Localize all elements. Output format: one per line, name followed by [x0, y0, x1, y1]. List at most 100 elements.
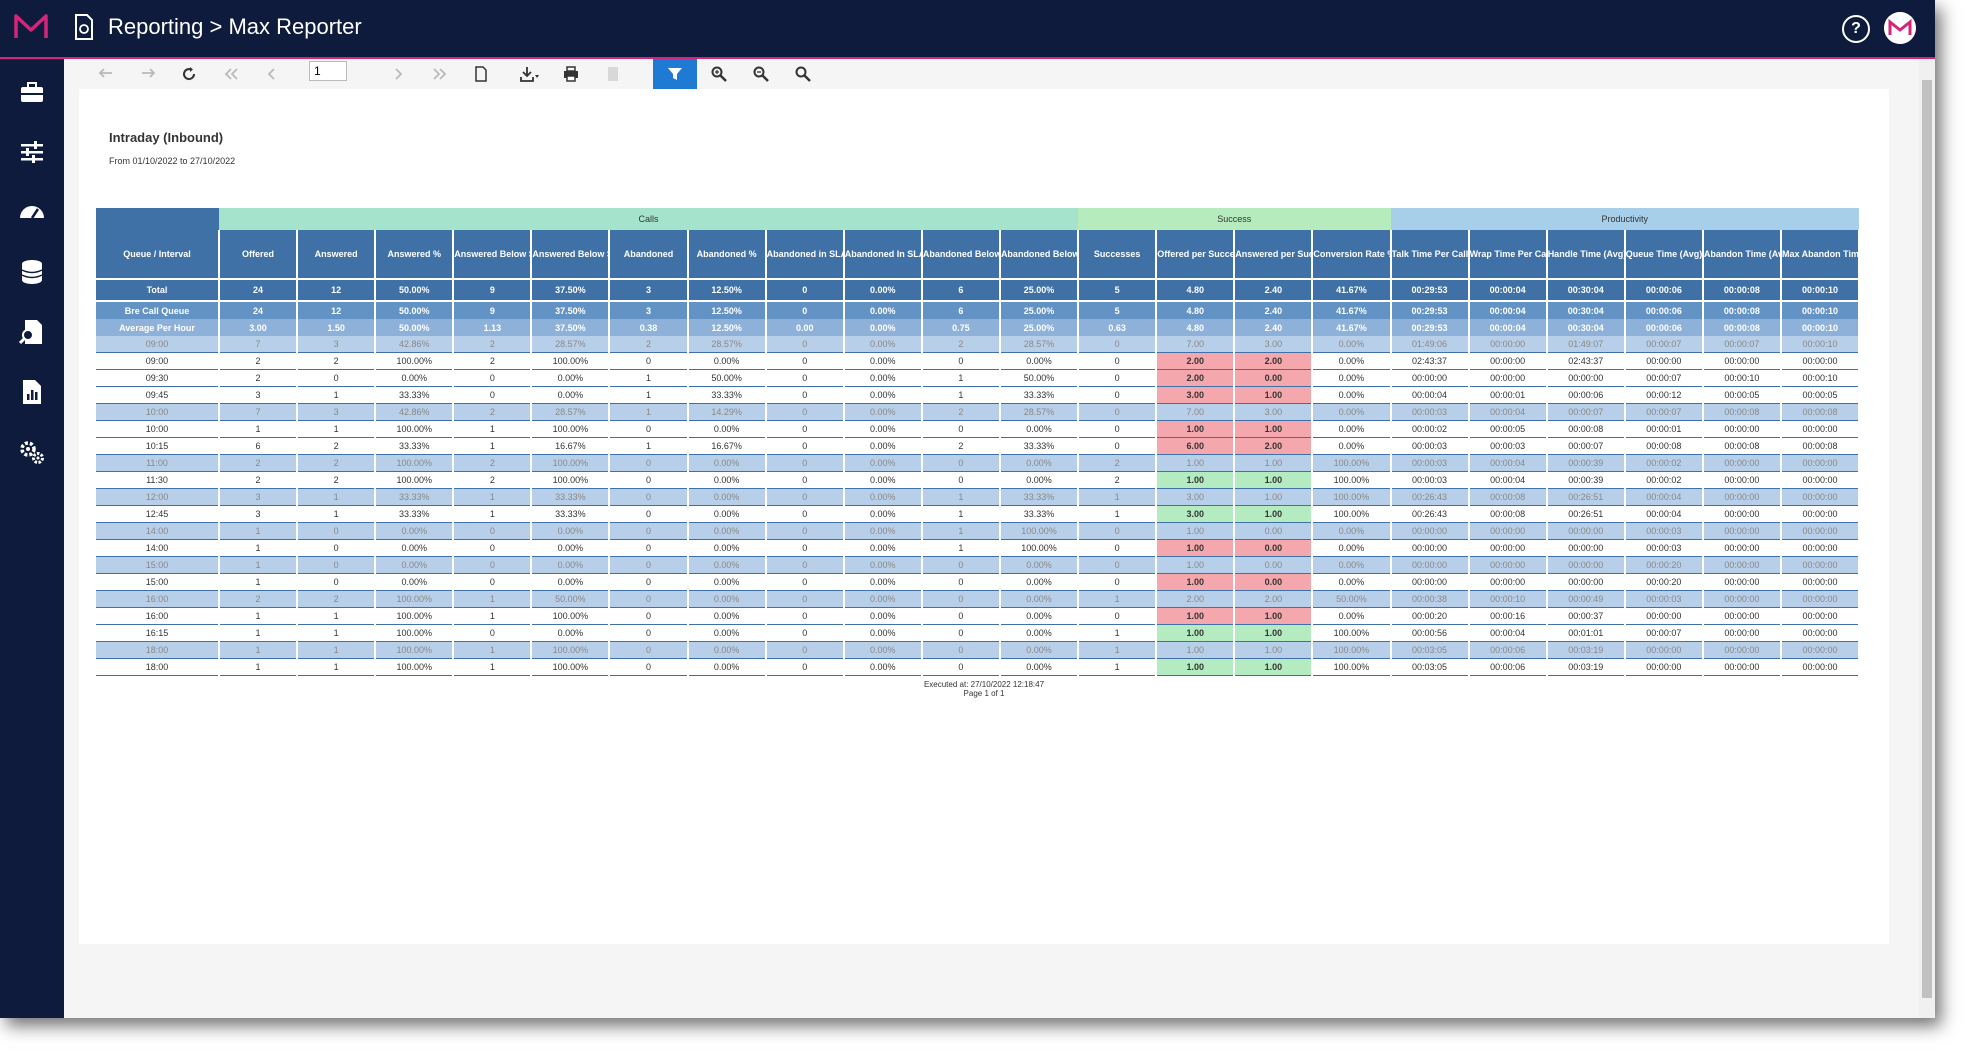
database-icon[interactable] [18, 258, 46, 286]
next-page-icon[interactable] [387, 63, 409, 85]
zoom-out-icon[interactable] [750, 63, 772, 85]
app-logo-icon[interactable] [14, 12, 48, 42]
print-icon[interactable] [560, 63, 582, 85]
table-cell: 00:00:04 [1468, 403, 1548, 421]
refresh-icon[interactable] [178, 63, 200, 85]
table-cell: 12 [297, 278, 377, 302]
table-cell: 0.00% [843, 369, 923, 387]
table-cell: 0 [609, 488, 689, 506]
table-cell: 00:29:53 [1390, 319, 1470, 336]
table-cell: 0.00% [999, 454, 1080, 472]
table-cell: 00:26:43 [1390, 488, 1470, 506]
table-cell: 2 [219, 352, 299, 370]
table-cell: 24 [219, 301, 299, 319]
table-row: 10:00 1 1 100.00% 1 100.00% 0 0.00% 0 0.00% 0 0.00%… [96, 420, 1861, 438]
table-cell: 28.57% [687, 336, 767, 353]
table-cell: 0.00% [1312, 556, 1392, 574]
table-cell: 0.00% [687, 539, 767, 557]
table-cell: 33.33% [531, 488, 611, 506]
export-icon[interactable] [516, 63, 544, 85]
table-cell: 00:30:04 [1546, 301, 1626, 319]
column-header: Abandoned In SLA % [843, 230, 923, 279]
briefcase-icon[interactable] [18, 78, 46, 106]
table-cell: 2.00 [1234, 352, 1314, 370]
table-cell: 00:00:12 [1624, 386, 1704, 404]
first-page-icon[interactable] [220, 63, 242, 85]
table-cell: 0 [609, 658, 689, 676]
table-cell: 00:00:07 [1624, 336, 1704, 353]
report-icon[interactable] [18, 378, 46, 406]
zoom-in-icon[interactable] [708, 63, 730, 85]
table-cell: 33.33% [999, 505, 1080, 523]
table-cell: 0.00% [843, 624, 923, 642]
table-cell: 100.00% [1312, 658, 1392, 676]
table-cell: 0 [297, 369, 377, 387]
sliders-icon[interactable] [18, 138, 46, 166]
table-cell: 2 [219, 471, 299, 489]
column-header: Answered Below SLA % [531, 230, 611, 279]
column-header: Abandoned Below Threshold % [999, 230, 1080, 279]
table-cell: 4.80 [1156, 278, 1236, 302]
summary-row: Total 24 12 50.00% 9 37.50% 3 12.50% 0 0.00% 6 25.0… [96, 278, 1861, 302]
table-cell: 0.00% [1312, 352, 1392, 370]
document-map-icon[interactable] [602, 63, 624, 85]
table-cell: 0 [609, 539, 689, 557]
search-document-icon[interactable] [18, 318, 46, 346]
table-cell: 2 [453, 352, 533, 370]
table-cell: 50.00% [375, 278, 455, 302]
table-cell: 00:00:00 [1780, 471, 1861, 489]
table-cell: 00:26:51 [1546, 505, 1626, 523]
user-avatar[interactable] [1884, 12, 1916, 44]
table-cell: 0.00% [531, 556, 611, 574]
table-cell: 16.67% [687, 437, 767, 455]
table-cell: 00:00:00 [1780, 556, 1861, 574]
table-row: 15:00 1 0 0.00% 0 0.00% 0 0.00% 0 0.00% 0 0.00% 0 1.0… [96, 573, 1861, 591]
table-cell: 100.00% [531, 641, 611, 659]
table-cell: 00:00:03 [1624, 539, 1704, 557]
table-cell: 0 [453, 386, 533, 404]
table-cell: 00:00:10 [1468, 590, 1548, 608]
dashboard-icon[interactable] [18, 198, 46, 226]
table-cell: 33.33% [375, 505, 455, 523]
table-cell: 0 [921, 624, 1001, 642]
table-cell: 7 [219, 403, 299, 421]
redo-icon[interactable] [137, 63, 159, 85]
table-cell: 00:00:04 [1468, 471, 1548, 489]
table-cell: 0 [765, 437, 845, 455]
table-cell: 00:00:06 [1546, 386, 1626, 404]
table-cell: 1.00 [1156, 522, 1236, 540]
column-header: Answered % [375, 230, 455, 279]
table-cell: 50.00% [999, 369, 1080, 387]
table-cell: 00:00:00 [1468, 369, 1548, 387]
new-document-icon[interactable] [470, 63, 492, 85]
search-icon[interactable] [792, 63, 814, 85]
table-cell: 00:00:39 [1546, 454, 1626, 472]
settings-icon[interactable] [18, 438, 46, 466]
table-cell: 0.00% [999, 420, 1080, 438]
table-cell: 00:00:00 [1702, 454, 1782, 472]
table-cell: 4.80 [1156, 319, 1236, 336]
table-cell: 100.00% [1312, 624, 1392, 642]
table-cell: 100.00% [375, 420, 455, 438]
table-cell: 0 [765, 590, 845, 608]
table-cell: 2 [297, 471, 377, 489]
previous-page-icon[interactable] [261, 63, 283, 85]
table-cell: 28.57% [531, 336, 611, 353]
table-cell: 1.00 [1156, 573, 1236, 591]
table-cell: 00:00:07 [1624, 369, 1704, 387]
scrollbar-thumb[interactable] [1922, 80, 1932, 998]
page-number-input[interactable] [309, 61, 347, 81]
undo-icon[interactable] [95, 63, 117, 85]
table-cell: 0 [765, 505, 845, 523]
help-icon[interactable]: ? [1842, 15, 1870, 43]
table-cell: 100.00% [1312, 454, 1392, 472]
table-cell: 0.00% [531, 386, 611, 404]
table-cell: 0.00% [999, 590, 1080, 608]
table-cell: 12 [297, 301, 377, 319]
table-cell: 0.00% [843, 336, 923, 353]
filter-button[interactable] [653, 59, 697, 89]
table-cell: 00:30:04 [1546, 319, 1626, 336]
table-cell: 33.33% [999, 437, 1080, 455]
last-page-icon[interactable] [429, 63, 451, 85]
table-cell: 00:00:06 [1468, 641, 1548, 659]
